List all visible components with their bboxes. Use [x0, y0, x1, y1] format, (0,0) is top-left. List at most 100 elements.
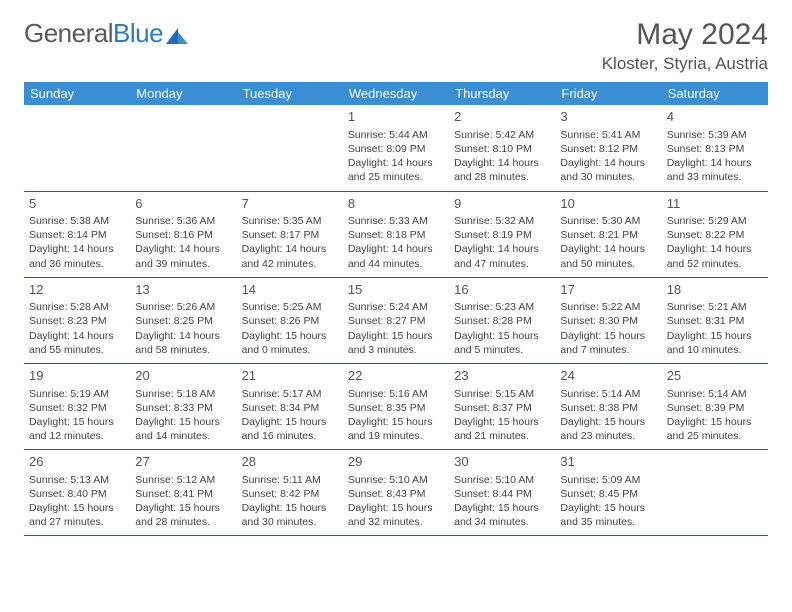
sunset-line: Sunset: 8:34 PM: [242, 401, 338, 415]
calendar-day-cell: 8Sunrise: 5:33 AMSunset: 8:18 PMDaylight…: [343, 191, 449, 277]
calendar-week-row: 19Sunrise: 5:19 AMSunset: 8:32 PMDayligh…: [24, 363, 768, 449]
calendar-day-cell: 30Sunrise: 5:10 AMSunset: 8:44 PMDayligh…: [449, 450, 555, 536]
calendar-day-cell: 14Sunrise: 5:25 AMSunset: 8:26 PMDayligh…: [237, 277, 343, 363]
day-number: 31: [560, 453, 656, 471]
calendar-day-cell: 23Sunrise: 5:15 AMSunset: 8:37 PMDayligh…: [449, 363, 555, 449]
calendar-day-cell: 5Sunrise: 5:38 AMSunset: 8:14 PMDaylight…: [24, 191, 130, 277]
day-number: 10: [560, 195, 656, 213]
sunrise-line: Sunrise: 5:18 AM: [135, 387, 231, 401]
sunset-line: Sunset: 8:12 PM: [560, 142, 656, 156]
day-number: 19: [29, 367, 125, 385]
sunset-line: Sunset: 8:38 PM: [560, 401, 656, 415]
daylight-line: Daylight: 14 hours and 30 minutes.: [560, 156, 656, 184]
sunrise-line: Sunrise: 5:22 AM: [560, 300, 656, 314]
calendar-day-cell: 25Sunrise: 5:14 AMSunset: 8:39 PMDayligh…: [662, 363, 768, 449]
calendar-day-cell: 27Sunrise: 5:12 AMSunset: 8:41 PMDayligh…: [130, 450, 236, 536]
daylight-line: Daylight: 15 hours and 30 minutes.: [242, 501, 338, 529]
daylight-line: Daylight: 14 hours and 44 minutes.: [348, 242, 444, 270]
sunrise-line: Sunrise: 5:14 AM: [667, 387, 763, 401]
day-number: 13: [135, 281, 231, 299]
calendar-day-cell: 10Sunrise: 5:30 AMSunset: 8:21 PMDayligh…: [555, 191, 661, 277]
calendar-day-cell: [24, 105, 130, 191]
sunrise-line: Sunrise: 5:19 AM: [29, 387, 125, 401]
day-number: 4: [667, 108, 763, 126]
sunrise-line: Sunrise: 5:11 AM: [242, 473, 338, 487]
sunset-line: Sunset: 8:25 PM: [135, 314, 231, 328]
calendar-day-cell: 2Sunrise: 5:42 AMSunset: 8:10 PMDaylight…: [449, 105, 555, 191]
calendar-day-cell: 3Sunrise: 5:41 AMSunset: 8:12 PMDaylight…: [555, 105, 661, 191]
daylight-line: Daylight: 15 hours and 32 minutes.: [348, 501, 444, 529]
day-number: 6: [135, 195, 231, 213]
weekday-header: Wednesday: [343, 82, 449, 105]
calendar-day-cell: 21Sunrise: 5:17 AMSunset: 8:34 PMDayligh…: [237, 363, 343, 449]
daylight-line: Daylight: 14 hours and 55 minutes.: [29, 329, 125, 357]
calendar-week-row: 1Sunrise: 5:44 AMSunset: 8:09 PMDaylight…: [24, 105, 768, 191]
sunset-line: Sunset: 8:32 PM: [29, 401, 125, 415]
calendar-day-cell: 18Sunrise: 5:21 AMSunset: 8:31 PMDayligh…: [662, 277, 768, 363]
sunrise-line: Sunrise: 5:30 AM: [560, 214, 656, 228]
day-number: 22: [348, 367, 444, 385]
sunrise-line: Sunrise: 5:33 AM: [348, 214, 444, 228]
calendar-day-cell: 20Sunrise: 5:18 AMSunset: 8:33 PMDayligh…: [130, 363, 236, 449]
day-number: 29: [348, 453, 444, 471]
sunset-line: Sunset: 8:18 PM: [348, 228, 444, 242]
calendar-day-cell: 6Sunrise: 5:36 AMSunset: 8:16 PMDaylight…: [130, 191, 236, 277]
daylight-line: Daylight: 15 hours and 27 minutes.: [29, 501, 125, 529]
sunset-line: Sunset: 8:35 PM: [348, 401, 444, 415]
day-number: 26: [29, 453, 125, 471]
sunset-line: Sunset: 8:22 PM: [667, 228, 763, 242]
sunset-line: Sunset: 8:16 PM: [135, 228, 231, 242]
daylight-line: Daylight: 15 hours and 25 minutes.: [667, 415, 763, 443]
sunset-line: Sunset: 8:28 PM: [454, 314, 550, 328]
sunset-line: Sunset: 8:45 PM: [560, 487, 656, 501]
daylight-line: Daylight: 14 hours and 33 minutes.: [667, 156, 763, 184]
daylight-line: Daylight: 14 hours and 58 minutes.: [135, 329, 231, 357]
calendar-day-cell: 15Sunrise: 5:24 AMSunset: 8:27 PMDayligh…: [343, 277, 449, 363]
sunset-line: Sunset: 8:13 PM: [667, 142, 763, 156]
day-number: 2: [454, 108, 550, 126]
daylight-line: Daylight: 15 hours and 7 minutes.: [560, 329, 656, 357]
sunrise-line: Sunrise: 5:44 AM: [348, 128, 444, 142]
brand-part1: General: [24, 18, 113, 49]
sunset-line: Sunset: 8:44 PM: [454, 487, 550, 501]
sunset-line: Sunset: 8:21 PM: [560, 228, 656, 242]
sunrise-line: Sunrise: 5:36 AM: [135, 214, 231, 228]
day-number: 16: [454, 281, 550, 299]
day-number: 11: [667, 195, 763, 213]
day-number: 8: [348, 195, 444, 213]
calendar-day-cell: 28Sunrise: 5:11 AMSunset: 8:42 PMDayligh…: [237, 450, 343, 536]
sunset-line: Sunset: 8:41 PM: [135, 487, 231, 501]
calendar-day-cell: 29Sunrise: 5:10 AMSunset: 8:43 PMDayligh…: [343, 450, 449, 536]
calendar-day-cell: 19 Sunrise: 5:19 AMSunset: 8:32 PMDayligh…: [24, 363, 130, 449]
day-number: 30: [454, 453, 550, 471]
sunrise-line: Sunrise: 5:28 AM: [29, 300, 125, 314]
day-number: 28: [242, 453, 338, 471]
header-row: GeneralBlue May 2024 Kloster, Styria, Au…: [24, 18, 768, 74]
day-number: 3: [560, 108, 656, 126]
sunrise-line: Sunrise: 5:26 AM: [135, 300, 231, 314]
brand-part2: Blue: [113, 18, 163, 49]
sunrise-line: Sunrise: 5:23 AM: [454, 300, 550, 314]
day-number: 7: [242, 195, 338, 213]
daylight-line: Daylight: 15 hours and 23 minutes.: [560, 415, 656, 443]
sunset-line: Sunset: 8:40 PM: [29, 487, 125, 501]
location-subtitle: Kloster, Styria, Austria: [602, 54, 768, 74]
calendar-day-cell: 16Sunrise: 5:23 AMSunset: 8:28 PMDayligh…: [449, 277, 555, 363]
sunrise-line: Sunrise: 5:13 AM: [29, 473, 125, 487]
sunset-line: Sunset: 8:19 PM: [454, 228, 550, 242]
day-number: 18: [667, 281, 763, 299]
daylight-line: Daylight: 15 hours and 5 minutes.: [454, 329, 550, 357]
daylight-line: Daylight: 15 hours and 0 minutes.: [242, 329, 338, 357]
daylight-line: Daylight: 15 hours and 12 minutes.: [29, 415, 125, 443]
sunrise-line: Sunrise: 5:42 AM: [454, 128, 550, 142]
day-number: 12: [29, 281, 125, 299]
sunrise-line: Sunrise: 5:10 AM: [454, 473, 550, 487]
day-number: 20: [135, 367, 231, 385]
day-number: 23: [454, 367, 550, 385]
daylight-line: Daylight: 14 hours and 50 minutes.: [560, 242, 656, 270]
sunset-line: Sunset: 8:37 PM: [454, 401, 550, 415]
daylight-line: Daylight: 14 hours and 47 minutes.: [454, 242, 550, 270]
daylight-line: Daylight: 15 hours and 14 minutes.: [135, 415, 231, 443]
sunrise-line: Sunrise: 5:15 AM: [454, 387, 550, 401]
daylight-line: Daylight: 14 hours and 36 minutes.: [29, 242, 125, 270]
